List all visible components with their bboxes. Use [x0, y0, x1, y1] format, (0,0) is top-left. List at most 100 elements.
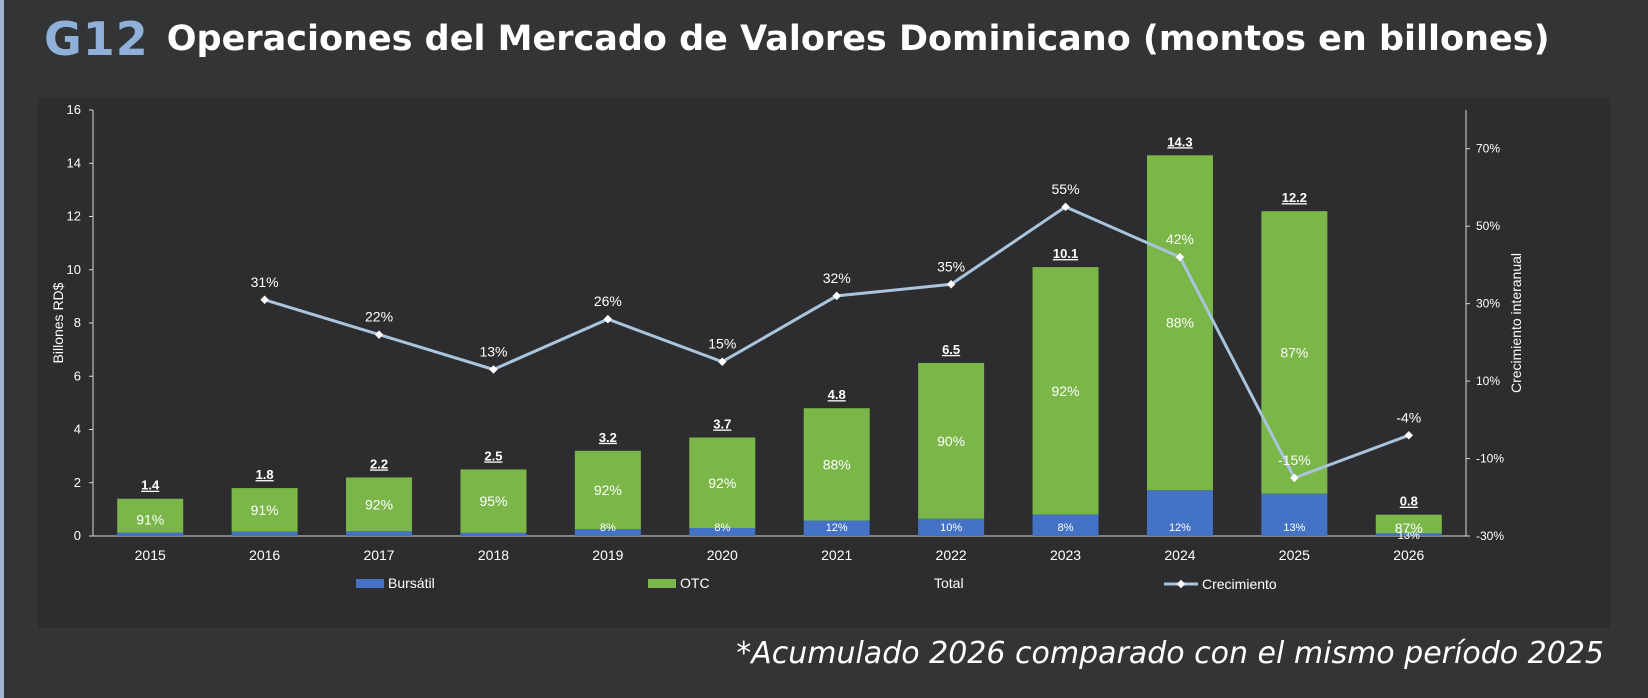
growth-point	[374, 330, 384, 339]
y-tick-label: 2	[74, 475, 81, 490]
bar-otc	[918, 362, 985, 519]
bar-otc-label: 92%	[365, 496, 393, 512]
bar-otc-label: 87%	[1280, 344, 1308, 360]
bar-otc	[231, 488, 298, 532]
bar-bursatil	[689, 528, 756, 536]
x-tick-label: 2026	[1393, 547, 1424, 563]
y2-tick-label: 30%	[1476, 297, 1500, 311]
bar-otc-label: 90%	[937, 433, 965, 449]
bar-bursatil	[1032, 514, 1099, 536]
bar-bursatil-label: 12%	[1169, 522, 1191, 534]
x-tick-label: 2023	[1050, 547, 1081, 563]
chart-title: Operaciones del Mercado de Valores Domin…	[166, 19, 1550, 59]
y2-tick-label: 70%	[1476, 142, 1500, 156]
bar-bursatil	[1146, 490, 1213, 536]
bar-bursatil	[460, 532, 527, 536]
bar-total-label: 0.8	[1400, 494, 1418, 509]
y-tick-label: 8	[74, 315, 81, 330]
bar-otc-label: 91%	[136, 512, 164, 528]
legend-label-bursatil: Bursátil	[388, 575, 435, 591]
bar-bursatil-label: 13%	[1398, 530, 1420, 542]
bar-bursatil	[574, 529, 641, 536]
x-tick-label: 2025	[1279, 547, 1310, 563]
bar-total-label: 3.2	[599, 430, 617, 445]
bar-otc	[1261, 211, 1328, 494]
growth-label: 15%	[708, 336, 736, 352]
x-tick-label: 2017	[363, 547, 394, 563]
bar-otc-label: 88%	[823, 456, 851, 472]
chart-code: G12	[44, 12, 149, 66]
y-tick-label: 6	[74, 368, 81, 383]
bar-total-label: 3.7	[713, 416, 731, 431]
growth-point	[489, 365, 498, 374]
bar-bursatil-label: 12%	[826, 522, 848, 534]
growth-label: -4%	[1396, 409, 1421, 425]
bar-total-label: 4.8	[828, 387, 846, 402]
bar-otc-label: 88%	[1166, 315, 1194, 331]
legend-swatch-otc	[648, 579, 676, 588]
growth-label: 13%	[479, 343, 507, 359]
x-tick-label: 2020	[707, 547, 738, 563]
y2-tick-label: -10%	[1476, 452, 1504, 466]
x-tick-label: 2021	[821, 547, 852, 563]
growth-label: 35%	[937, 258, 965, 274]
bar-bursatil-label: 10%	[940, 522, 962, 534]
y2-tick-label: 10%	[1476, 374, 1500, 388]
x-tick-label: 2019	[592, 547, 623, 563]
y-tick-label: 16	[67, 102, 81, 117]
bar-otc	[1146, 155, 1213, 491]
legend-swatch-bursatil	[356, 579, 384, 588]
bar-bursatil	[1375, 533, 1442, 536]
bar-otc	[803, 408, 870, 521]
growth-label: 26%	[594, 293, 622, 309]
growth-label: -15%	[1278, 452, 1311, 468]
bar-bursatil-label: 8%	[714, 522, 730, 534]
bar-otc-label: 91%	[251, 502, 279, 518]
growth-point	[603, 314, 613, 324]
bar-otc-label: 92%	[708, 475, 736, 491]
bar-total-label: 1.8	[256, 467, 274, 482]
bar-otc	[460, 469, 527, 533]
bar-otc-label: 95%	[479, 493, 507, 509]
growth-label: 32%	[823, 270, 851, 286]
bar-total-label: 2.5	[484, 448, 502, 463]
growth-point	[718, 357, 727, 366]
growth-label: 31%	[251, 274, 279, 290]
bar-total-label: 6.5	[942, 342, 960, 357]
growth-point	[1290, 473, 1299, 483]
bar-total-label: 1.4	[141, 478, 160, 493]
x-tick-label: 2015	[135, 547, 166, 563]
bar-bursatil-label: 13%	[1283, 522, 1305, 534]
bar-otc-label: 87%	[1395, 520, 1423, 536]
bar-otc	[346, 477, 413, 532]
chart-header: G12 Operaciones del Mercado de Valores D…	[44, 8, 1550, 70]
bar-bursatil	[918, 518, 985, 536]
y-tick-label: 0	[74, 528, 81, 543]
accent-bar	[0, 0, 4, 698]
x-tick-label: 2022	[936, 547, 967, 563]
bar-total-label: 10.1	[1053, 246, 1078, 261]
legend-label-total: Total	[934, 575, 964, 591]
growth-label: 42%	[1166, 231, 1194, 247]
chart-panel: 0 2 4 6 8 10 12 14 16 -30% -10% 10% 30% 50% 70% Billone…	[38, 98, 1610, 628]
bar-bursatil	[231, 531, 298, 536]
y-tick-label: 14	[67, 155, 81, 170]
y2-tick-label: 50%	[1476, 219, 1500, 233]
bar-bursatil-label: 8%	[1058, 522, 1074, 534]
y-tick-label: 4	[74, 422, 81, 437]
legend-swatch-growth-point	[1176, 579, 1186, 589]
bar-otc	[1032, 267, 1099, 515]
y2-axis-title: Crecimiento interanual	[1508, 253, 1524, 393]
legend-label-otc: OTC	[680, 575, 710, 591]
bar-bursatil	[346, 531, 413, 536]
bar-bursatil	[117, 532, 184, 536]
growth-label: 22%	[365, 309, 393, 325]
legend-label-growth: Crecimiento	[1202, 576, 1277, 592]
bar-bursatil	[1261, 493, 1328, 536]
bar-otc	[117, 498, 184, 533]
bar-otc	[689, 437, 756, 529]
bar-bursatil	[803, 520, 870, 536]
growth-label: 55%	[1052, 181, 1080, 197]
growth-point	[1404, 431, 1414, 440]
bar-otc-label: 92%	[1052, 383, 1080, 399]
